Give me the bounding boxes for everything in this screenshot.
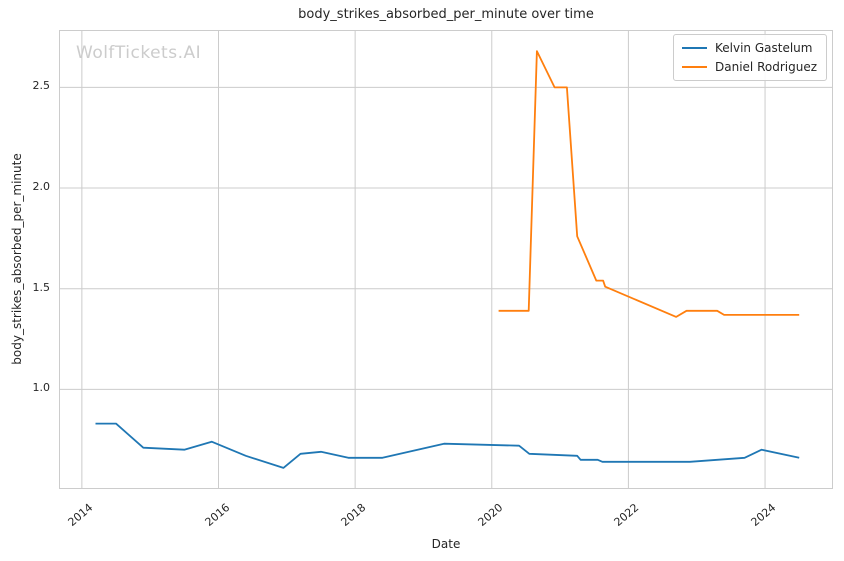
chart-title: body_strikes_absorbed_per_minute over ti… — [298, 7, 594, 22]
legend-item-daniel-rodriguez: Daniel Rodriguez — [682, 59, 817, 74]
x-tick-label: 2022 — [611, 501, 642, 529]
y-tick-label: 2.0 — [32, 180, 51, 194]
y-tick-label: 1.5 — [32, 280, 51, 294]
x-axis-label: Date — [431, 537, 461, 551]
x-tick-label: 2020 — [475, 501, 506, 529]
series-line-kelvin-gastelum — [95, 422, 800, 469]
legend: Kelvin Gastelum Daniel Rodriguez — [673, 34, 827, 81]
legend-line-sample-icon — [682, 46, 707, 49]
y-tick-label: 1.0 — [32, 381, 51, 395]
legend-line-sample-icon — [682, 65, 707, 68]
plot-canvas — [60, 31, 832, 488]
series-line-daniel-rodriguez — [498, 50, 800, 318]
legend-label: Kelvin Gastelum — [715, 40, 813, 55]
legend-label: Daniel Rodriguez — [715, 59, 817, 74]
legend-item-kelvin-gastelum: Kelvin Gastelum — [682, 40, 817, 55]
y-tick-label: 2.5 — [32, 79, 51, 93]
watermark: WolfTickets.AI — [76, 43, 202, 63]
x-tick-label: 2018 — [338, 501, 369, 529]
x-tick-label: 2014 — [65, 501, 96, 529]
plot-area: WolfTickets.AI Kelvin Gastelum Daniel Ro… — [59, 30, 833, 489]
x-tick-label: 2016 — [202, 501, 232, 529]
x-tick-label: 2024 — [748, 501, 779, 529]
